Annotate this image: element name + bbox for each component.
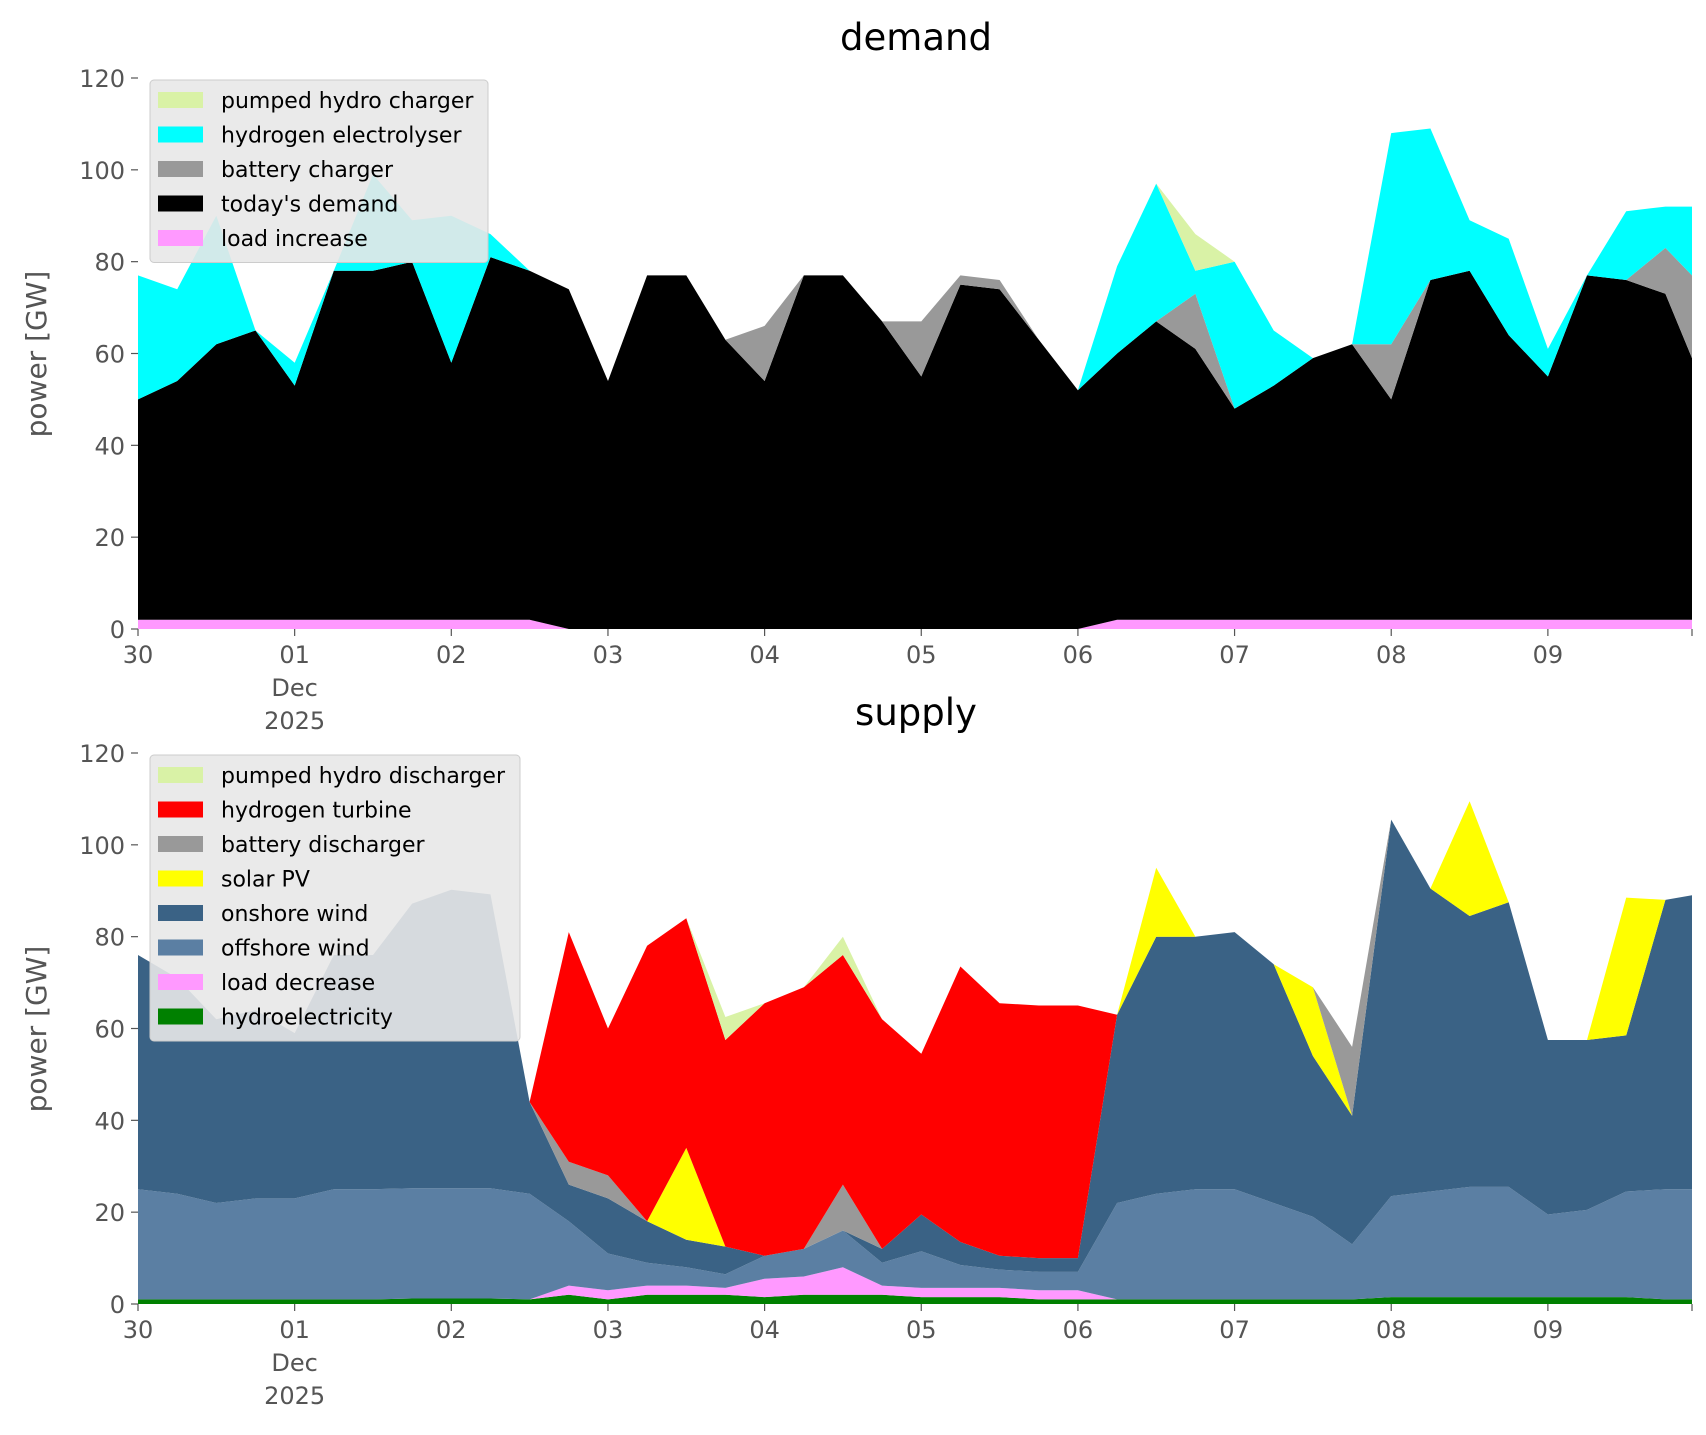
x-tick-label: 07 — [1219, 641, 1250, 669]
series-area-onshore-wind — [138, 819, 1692, 1275]
legend-label-today-s-demand: today's demand — [221, 193, 398, 218]
x-tick-label: 30 — [123, 641, 154, 669]
x-tick-label: 07 — [1219, 1316, 1250, 1344]
chart-title: demand — [840, 16, 992, 59]
y-tick-label: 100 — [79, 832, 125, 860]
x-tick-label: 09 — [1533, 641, 1564, 669]
x-tick-label: 02 — [436, 1316, 467, 1344]
series-area-hydrogen-electrolyser — [138, 128, 1692, 409]
legend-swatch-offshore-wind — [158, 939, 203, 956]
y-tick-label: 60 — [94, 1016, 125, 1044]
y-tick-label: 80 — [94, 249, 125, 277]
x-tick-label: 08 — [1376, 1316, 1407, 1344]
x-tick-label: 06 — [1063, 1316, 1094, 1344]
legend-box — [149, 754, 521, 1042]
legend-swatch-onshore-wind — [158, 905, 203, 921]
legend-label-solar-pv: solar PV — [221, 868, 310, 893]
series-area-offshore-wind — [138, 1186, 1692, 1300]
legend-label-onshore-wind: onshore wind — [221, 902, 368, 927]
series-area-today-s-demand — [138, 257, 1692, 629]
x-tick-label: 03 — [593, 1316, 624, 1344]
y-tick-label: 100 — [79, 157, 125, 185]
legend-swatch-hydroelectricity — [158, 1008, 203, 1025]
series-layer — [138, 801, 1692, 1304]
legend: pumped hydro discharger hydrogen turbine b… — [149, 754, 521, 1042]
legend-label-pumped-hydro-discharger: pumped hydro discharger — [221, 764, 506, 789]
x-tick-label: 06 — [1063, 641, 1094, 669]
legend-label-pumped-hydro-charger: pumped hydro charger — [221, 89, 474, 114]
x-tick-label: 30 — [123, 1316, 154, 1344]
series-area-hydroelectricity — [138, 1294, 1692, 1304]
y-tick-label: 0 — [110, 616, 125, 644]
y-axis-label: power [GW] — [20, 271, 53, 438]
legend-label-hydrogen-turbine: hydrogen turbine — [221, 799, 412, 824]
axis-layer: 0 20 40 60 80 100 120 30 01 Dec 2025 02 03 04 05 06 07 08… — [79, 740, 1693, 1410]
x-tick-label: 05 — [906, 641, 937, 669]
legend-label-hydrogen-electrolyser: hydrogen electrolyser — [221, 124, 462, 149]
x-tick-label: 08 — [1376, 641, 1407, 669]
x-tick-label: 05 — [906, 1316, 937, 1344]
y-axis-label: power [GW] — [20, 946, 53, 1113]
y-tick-label: 120 — [79, 65, 125, 93]
legend-label-hydroelectricity: hydroelectricity — [221, 1006, 393, 1031]
x-tick-label: 04 — [749, 641, 780, 669]
y-tick-label: 40 — [94, 1107, 125, 1135]
legend-box — [149, 79, 489, 263]
legend-swatch-pumped-hydro-charger — [158, 92, 203, 108]
legend-swatch-battery-discharger — [158, 836, 203, 852]
y-tick-label: 20 — [94, 524, 125, 552]
y-tick-label: 40 — [94, 432, 125, 460]
series-area-battery-charger — [138, 247, 1692, 409]
x-tick-label: 04 — [749, 1316, 780, 1344]
y-tick-label: 80 — [94, 924, 125, 952]
x-tick-label: 01 Dec 2025 — [264, 1316, 325, 1410]
chart-title: supply — [855, 691, 977, 734]
legend-swatch-pumped-hydro-discharger — [158, 767, 203, 783]
legend-swatch-load-decrease — [158, 974, 203, 990]
legend-swatch-hydrogen-turbine — [158, 801, 203, 818]
legend-label-load-decrease: load decrease — [221, 971, 375, 996]
x-tick-label: 03 — [593, 641, 624, 669]
legend-label-offshore-wind: offshore wind — [221, 937, 370, 962]
legend-label-battery-charger: battery charger — [221, 158, 394, 183]
legend-swatch-solar-pv — [158, 870, 203, 887]
legend: pumped hydro charger hydrogen electrolyse… — [149, 79, 489, 263]
series-layer — [138, 128, 1692, 629]
y-tick-label: 0 — [110, 1291, 125, 1319]
legend-swatch-load-increase — [158, 230, 203, 246]
x-tick-label: 02 — [436, 641, 467, 669]
x-tick-label: 01 Dec 2025 — [264, 641, 325, 735]
legend-swatch-hydrogen-electrolyser — [158, 126, 203, 143]
y-tick-label: 60 — [94, 341, 125, 369]
series-area-hydrogen-turbine — [138, 801, 1692, 1259]
legend-swatch-battery-charger — [158, 161, 203, 177]
legend-label-battery-discharger: battery discharger — [221, 833, 426, 858]
legend-label-load-increase: load increase — [221, 227, 368, 252]
series-area-load-increase — [138, 619, 1692, 629]
legend-swatch-today-s-demand — [158, 195, 203, 212]
x-tick-label: 09 — [1533, 1316, 1564, 1344]
series-area-load-decrease — [138, 1267, 1692, 1300]
axis-layer: 0 20 40 60 80 100 120 30 01 Dec 2025 02 03 04 05 06 07 08… — [79, 65, 1693, 735]
y-tick-label: 20 — [94, 1199, 125, 1227]
y-tick-label: 120 — [79, 740, 125, 768]
